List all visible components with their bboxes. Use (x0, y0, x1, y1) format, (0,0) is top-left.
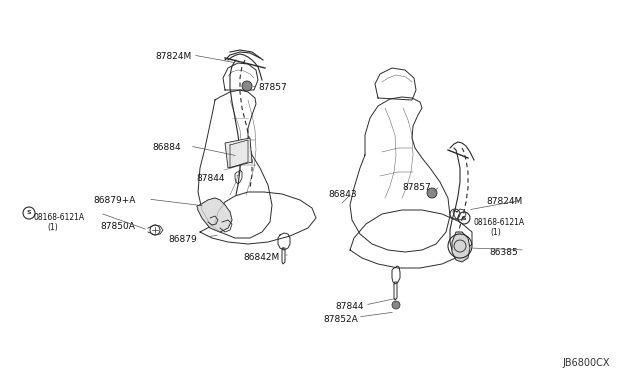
Text: 87824M: 87824M (486, 197, 522, 206)
Text: (1): (1) (490, 228, 500, 237)
Text: 87852A: 87852A (323, 315, 358, 324)
Text: 87844: 87844 (335, 302, 364, 311)
Text: 86879+A: 86879+A (93, 196, 136, 205)
Text: 87857: 87857 (402, 183, 431, 192)
Text: 87824M: 87824M (155, 52, 191, 61)
Text: 87844: 87844 (196, 174, 225, 183)
Circle shape (242, 81, 252, 91)
Circle shape (392, 301, 400, 309)
Polygon shape (452, 232, 470, 262)
Text: (1): (1) (47, 223, 58, 232)
Circle shape (427, 188, 437, 198)
Text: JB6800CX: JB6800CX (563, 358, 610, 368)
Text: 86385: 86385 (489, 248, 518, 257)
Text: S: S (27, 211, 31, 215)
Text: 87857: 87857 (258, 83, 287, 92)
Text: 86884: 86884 (152, 143, 180, 152)
Text: 86879: 86879 (168, 235, 196, 244)
Text: 86842M: 86842M (243, 253, 279, 262)
Text: 86843: 86843 (328, 190, 356, 199)
Text: S: S (461, 215, 467, 221)
Polygon shape (197, 198, 232, 232)
Text: 87850A: 87850A (100, 222, 135, 231)
Polygon shape (225, 138, 252, 168)
Text: 08168-6121A: 08168-6121A (33, 213, 84, 222)
Text: 08168-6121A: 08168-6121A (474, 218, 525, 227)
